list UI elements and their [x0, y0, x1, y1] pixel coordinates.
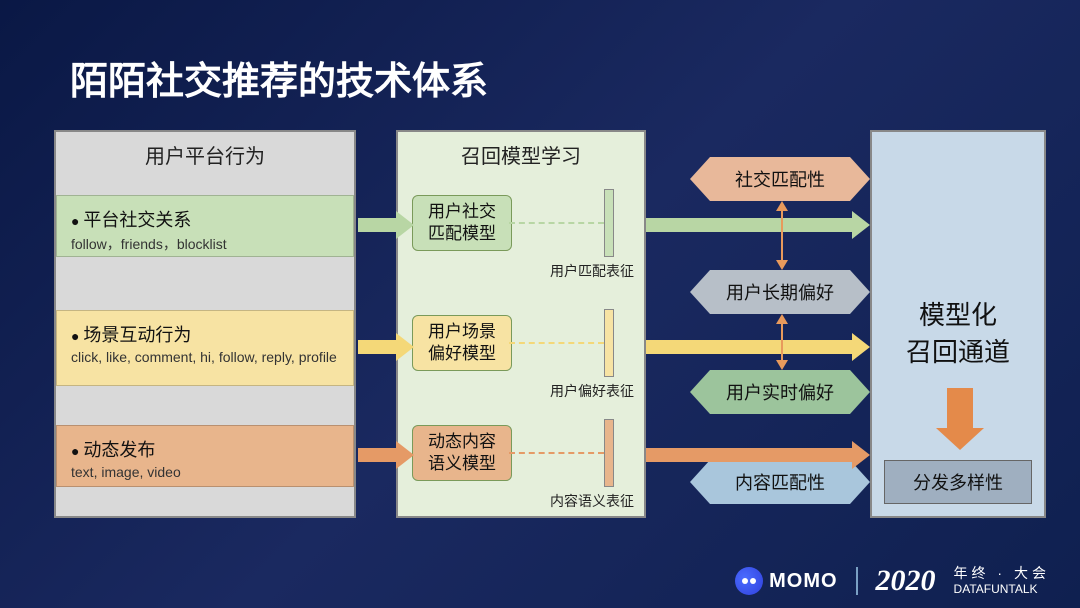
col1-header: 用户平台行为: [56, 132, 354, 177]
hex-label-3: 内容匹配性: [735, 469, 825, 495]
mid-model-2: 动态内容语义模型: [412, 425, 512, 481]
right-main-l1: 模型化: [870, 295, 1046, 332]
repr-bar-1: [604, 309, 614, 377]
arrow-5: [646, 448, 856, 462]
repr-caption-1: 用户偏好表征: [550, 381, 634, 401]
col2-header: 召回模型学习: [398, 132, 644, 177]
hex-label-1: 用户长期偏好: [726, 279, 834, 305]
right-main-l2: 召回通道: [870, 332, 1046, 369]
dash-2: [509, 452, 604, 454]
left-item-title-2: 动态发布: [71, 436, 339, 462]
footer-year: 2020: [876, 564, 936, 598]
left-item-sub-1: click, like, comment, hi, follow, reply,…: [71, 349, 339, 365]
left-item-sub-2: text, image, video: [71, 464, 339, 480]
footer-conf-top: 年终 · 大会: [954, 564, 1050, 582]
arrow-1: [358, 340, 400, 354]
footer: MOMO 2020 年终 · 大会 DATAFUNTALK: [735, 564, 1050, 598]
arrow-0: [358, 218, 400, 232]
arrow-3: [646, 218, 856, 232]
left-item-title-0: 平台社交关系: [71, 206, 339, 232]
vconn-1: [776, 314, 788, 370]
repr-bar-2: [604, 419, 614, 487]
slide-title: 陌陌社交推荐的技术体系: [70, 50, 488, 105]
momo-logo: MOMO: [735, 567, 837, 595]
hex-1: 用户长期偏好: [710, 270, 850, 314]
footer-conf: 年终 · 大会 DATAFUNTALK: [954, 564, 1050, 598]
footer-conf-bottom: DATAFUNTALK: [954, 582, 1050, 598]
dash-1: [509, 342, 604, 344]
left-item-title-1: 场景互动行为: [71, 321, 339, 347]
arrow-2: [358, 448, 400, 462]
right-bottom-label: 分发多样性: [913, 469, 1003, 495]
big-arrow-down: [936, 388, 984, 450]
repr-bar-0: [604, 189, 614, 257]
right-bottom-box: 分发多样性: [884, 460, 1032, 504]
footer-separator: [856, 567, 858, 595]
mid-model-1: 用户场景偏好模型: [412, 315, 512, 371]
repr-caption-2: 内容语义表征: [550, 491, 634, 511]
left-item-2: 动态发布 text, image, video: [56, 425, 354, 487]
hex-label-0: 社交匹配性: [735, 166, 825, 192]
hex-2: 用户实时偏好: [710, 370, 850, 414]
arrow-4: [646, 340, 856, 354]
hex-label-2: 用户实时偏好: [726, 379, 834, 405]
vconn-0: [776, 201, 788, 270]
left-item-0: 平台社交关系 follow，friends，blocklist: [56, 195, 354, 257]
right-main-label: 模型化 召回通道: [870, 295, 1046, 369]
hex-3: 内容匹配性: [710, 460, 850, 504]
repr-caption-0: 用户匹配表征: [550, 261, 634, 281]
dash-0: [509, 222, 604, 224]
momo-icon: [735, 567, 763, 595]
left-item-sub-0: follow，friends，blocklist: [71, 234, 339, 254]
hex-0: 社交匹配性: [710, 157, 850, 201]
left-item-1: 场景互动行为 click, like, comment, hi, follow,…: [56, 310, 354, 386]
momo-brand: MOMO: [769, 570, 837, 593]
mid-model-0: 用户社交匹配模型: [412, 195, 512, 251]
